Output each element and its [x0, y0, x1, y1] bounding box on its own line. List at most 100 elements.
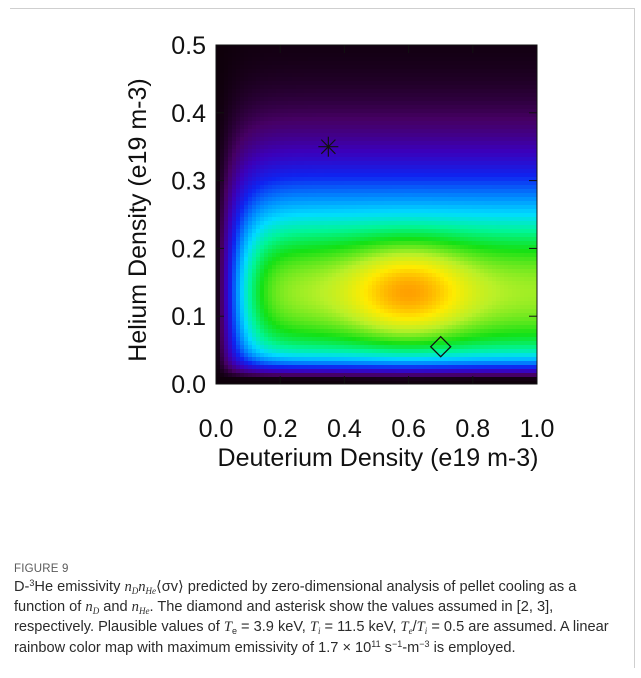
heatmap-cell	[256, 173, 261, 178]
heatmap-cell	[324, 353, 329, 358]
heatmap-cell	[392, 241, 397, 246]
heatmap-cell	[256, 361, 261, 366]
heatmap-cell	[408, 77, 413, 82]
heatmap-cell	[332, 225, 337, 230]
heatmap-cell	[412, 61, 417, 66]
heatmap-cell	[340, 365, 345, 370]
heatmap-cell	[228, 153, 233, 158]
heatmap-cell	[416, 129, 421, 134]
heatmap-cell	[272, 81, 277, 86]
heatmap-cell	[432, 121, 437, 126]
heatmap-cell	[424, 145, 429, 150]
heatmap-cell	[424, 229, 429, 234]
heatmap-cell	[344, 353, 349, 358]
heatmap-cell	[360, 337, 365, 342]
heatmap-cell	[304, 153, 309, 158]
heatmap-cell	[448, 201, 453, 206]
heatmap-cell	[380, 81, 385, 86]
heatmap-cell	[344, 205, 349, 210]
heatmap-cell	[276, 77, 281, 82]
heatmap-cell	[432, 249, 437, 254]
heatmap-cell	[292, 149, 297, 154]
heatmap-cell	[272, 357, 277, 362]
heatmap-cell	[248, 325, 253, 330]
heatmap-cell	[352, 193, 357, 198]
heatmap-cell	[232, 69, 237, 74]
heatmap-cell	[340, 133, 345, 138]
heatmap-cell	[432, 281, 437, 286]
heatmap-cell	[280, 165, 285, 170]
heatmap-cell	[360, 125, 365, 130]
heatmap-cell	[324, 153, 329, 158]
heatmap-cell	[372, 217, 377, 222]
heatmap-cell	[392, 193, 397, 198]
heatmap-cell	[432, 189, 437, 194]
heatmap-cell	[316, 141, 321, 146]
heatmap-cell	[296, 217, 301, 222]
heatmap-cell	[240, 277, 245, 282]
heatmap-cell	[336, 157, 341, 162]
heatmap-cell	[216, 209, 221, 214]
heatmap-cell	[364, 309, 369, 314]
heatmap-cell	[408, 105, 413, 110]
heatmap-cell	[416, 125, 421, 130]
heatmap-cell	[448, 305, 453, 310]
heatmap-cell	[272, 309, 277, 314]
heatmap-cell	[268, 181, 273, 186]
heatmap-cell	[440, 181, 445, 186]
heatmap-cell	[316, 117, 321, 122]
heatmap-cell	[392, 361, 397, 366]
heatmap-cell	[332, 145, 337, 150]
heatmap-cell	[244, 189, 249, 194]
heatmap-cell	[348, 53, 353, 58]
heatmap-cell	[420, 293, 425, 298]
heatmap-cell	[248, 181, 253, 186]
heatmap-cell	[396, 205, 401, 210]
heatmap-cell	[280, 125, 285, 130]
heatmap-cell	[236, 109, 241, 114]
heatmap-cell	[244, 97, 249, 102]
heatmap-cell	[268, 117, 273, 122]
heatmap-cell	[404, 125, 409, 130]
heatmap-cell	[228, 253, 233, 258]
heatmap-cell	[288, 161, 293, 166]
heatmap-cell	[420, 233, 425, 238]
heatmap-cell	[356, 329, 361, 334]
heatmap-cell	[232, 341, 237, 346]
heatmap-cell	[392, 169, 397, 174]
heatmap-cell	[312, 125, 317, 130]
heatmap-cell	[408, 281, 413, 286]
heatmap-cell	[248, 345, 253, 350]
heatmap-cell	[352, 201, 357, 206]
heatmap-cell	[400, 301, 405, 306]
heatmap-cell	[248, 105, 253, 110]
heatmap-cell	[348, 221, 353, 226]
heatmap-cell	[316, 297, 321, 302]
heatmap-cell	[272, 57, 277, 62]
heatmap-cell	[280, 301, 285, 306]
heatmap-cell	[432, 381, 437, 384]
heatmap-cell	[344, 165, 349, 170]
heatmap-cell	[352, 233, 357, 238]
heatmap-cell	[236, 273, 241, 278]
heatmap-cell	[240, 169, 245, 174]
heatmap-cell	[288, 365, 293, 370]
heatmap-cell	[264, 293, 269, 298]
heatmap-cell	[348, 377, 353, 382]
heatmap-cell	[428, 69, 433, 74]
heatmap-cell	[368, 133, 373, 138]
heatmap-cell	[428, 125, 433, 130]
heatmap-cell	[328, 77, 333, 82]
heatmap-cell	[220, 185, 225, 190]
heatmap-cell	[292, 121, 297, 126]
heatmap-cell	[264, 281, 269, 286]
heatmap-cell	[232, 213, 237, 218]
heatmap-cell	[444, 73, 449, 78]
heatmap-cell	[260, 45, 265, 50]
heatmap-cell	[364, 153, 369, 158]
heatmap-cell	[364, 369, 369, 374]
heatmap-cell	[372, 61, 377, 66]
heatmap-cell	[288, 245, 293, 250]
heatmap-cell	[224, 157, 229, 162]
heatmap-cell	[320, 49, 325, 54]
